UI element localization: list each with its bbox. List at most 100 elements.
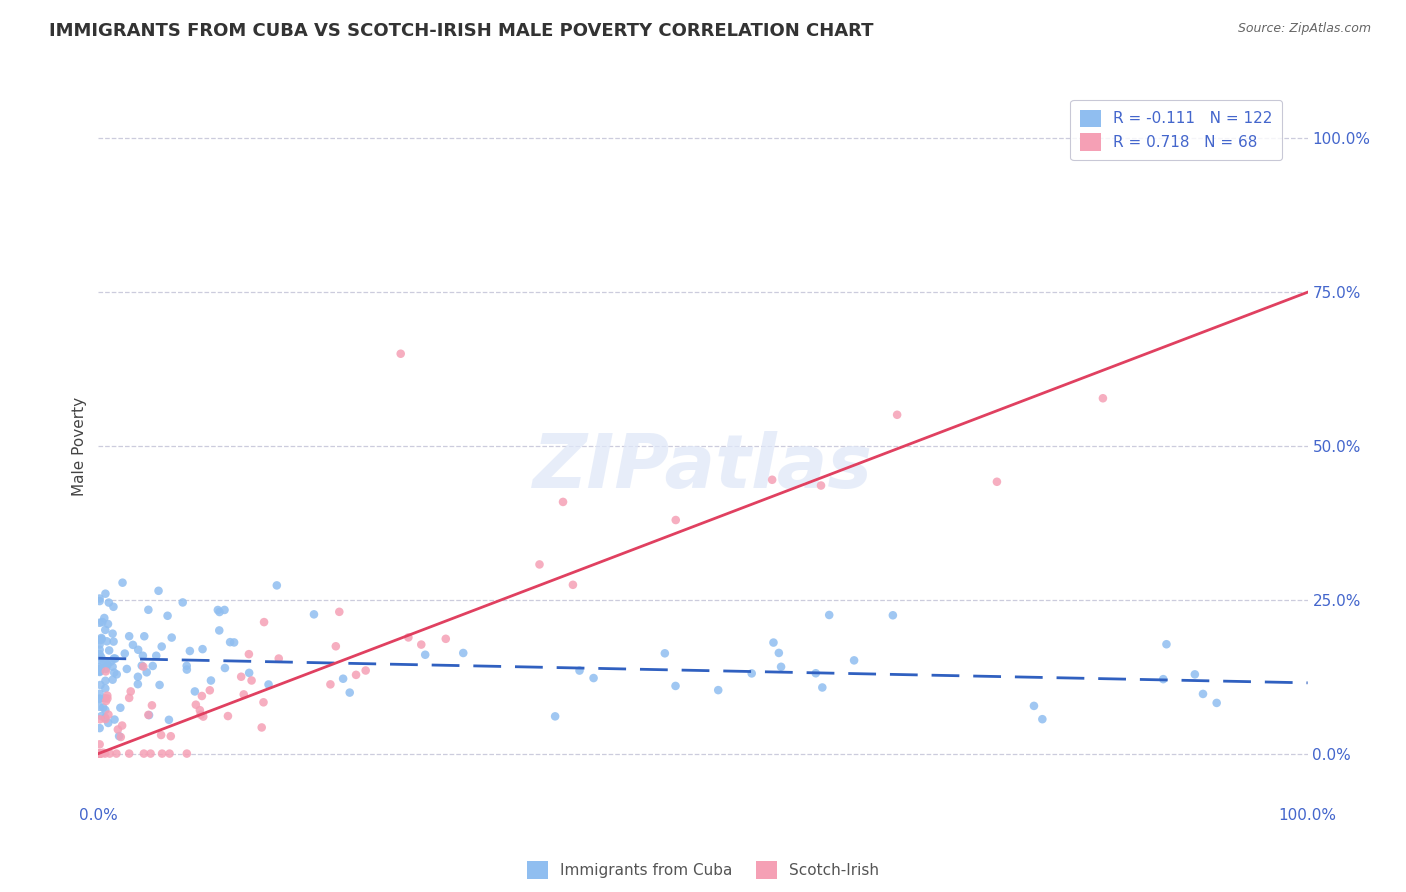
Point <box>568 664 591 678</box>
Point <box>145 648 167 663</box>
Point <box>94 623 117 637</box>
Point <box>1031 712 1053 726</box>
Point <box>1205 696 1227 710</box>
Point <box>89 633 111 648</box>
Point <box>94 691 117 706</box>
Point <box>114 647 136 661</box>
Point <box>97 657 120 672</box>
Point <box>94 703 117 717</box>
Point <box>188 703 211 717</box>
Point <box>103 713 125 727</box>
Point <box>770 660 793 674</box>
Point <box>89 691 111 706</box>
Point <box>89 747 111 761</box>
Point <box>332 672 354 686</box>
Point <box>105 667 128 681</box>
Point <box>89 638 111 652</box>
Point <box>413 648 436 662</box>
Point <box>89 747 111 761</box>
Point <box>804 666 827 681</box>
Point <box>761 473 783 487</box>
Point <box>707 683 730 698</box>
Point <box>89 699 111 714</box>
Point <box>768 646 790 660</box>
Point <box>89 647 111 661</box>
Point <box>127 677 149 691</box>
Point <box>240 673 263 688</box>
Point <box>120 684 142 698</box>
Point <box>101 659 124 673</box>
Point <box>208 605 231 619</box>
Point <box>886 408 908 422</box>
Point <box>115 662 138 676</box>
Point <box>150 640 173 654</box>
Point <box>176 658 198 673</box>
Point <box>93 655 115 669</box>
Point <box>134 629 156 643</box>
Point <box>654 646 676 660</box>
Point <box>328 605 350 619</box>
Point <box>118 629 141 643</box>
Point <box>103 634 125 648</box>
Point <box>344 668 367 682</box>
Point <box>434 632 457 646</box>
Point <box>191 689 214 703</box>
Point <box>319 677 342 691</box>
Point <box>238 665 260 680</box>
Point <box>118 690 141 705</box>
Point <box>97 617 120 632</box>
Point <box>94 673 117 688</box>
Point <box>986 475 1008 489</box>
Point <box>198 683 221 698</box>
Point <box>252 695 274 709</box>
Point <box>110 730 132 744</box>
Point <box>127 642 149 657</box>
Point <box>1091 391 1114 405</box>
Point <box>561 578 583 592</box>
Point <box>266 578 288 592</box>
Point <box>139 747 162 761</box>
Point <box>94 747 117 761</box>
Point <box>159 747 181 761</box>
Point <box>110 700 132 714</box>
Point <box>90 661 112 675</box>
Point <box>89 712 111 726</box>
Point <box>97 715 120 730</box>
Point <box>138 707 160 722</box>
Point <box>529 558 551 572</box>
Point <box>142 659 165 673</box>
Y-axis label: Male Poverty: Male Poverty <box>72 396 87 496</box>
Point <box>91 615 114 629</box>
Point <box>91 700 114 714</box>
Point <box>132 659 155 673</box>
Point <box>762 635 785 649</box>
Point <box>94 681 117 696</box>
Point <box>389 347 412 361</box>
Point <box>818 607 841 622</box>
Point <box>172 595 194 609</box>
Point <box>544 709 567 723</box>
Point <box>810 478 832 492</box>
Point <box>267 651 290 665</box>
Point <box>141 698 163 713</box>
Point <box>89 594 111 608</box>
Point <box>582 671 605 685</box>
Point <box>89 747 111 761</box>
Point <box>131 658 153 673</box>
Point <box>135 665 157 680</box>
Point <box>217 709 239 723</box>
Point <box>94 665 117 679</box>
Point <box>207 603 229 617</box>
Point <box>103 651 125 665</box>
Point <box>89 687 111 701</box>
Point <box>214 603 236 617</box>
Point <box>89 664 111 678</box>
Point <box>107 723 129 737</box>
Point <box>208 624 231 638</box>
Point <box>250 721 273 735</box>
Point <box>103 665 125 680</box>
Point <box>89 591 111 606</box>
Point <box>98 747 121 761</box>
Point <box>325 640 347 654</box>
Point <box>89 642 111 657</box>
